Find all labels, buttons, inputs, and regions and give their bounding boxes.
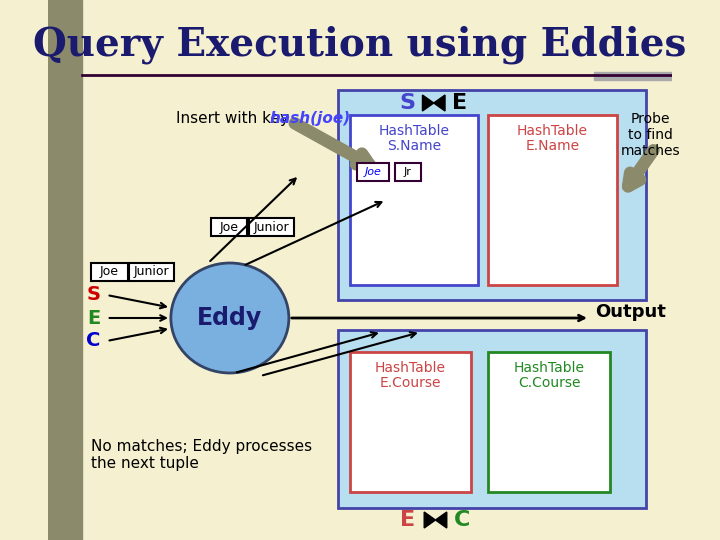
Bar xyxy=(211,218,247,236)
Text: Junior: Junior xyxy=(134,266,170,279)
Text: Jr: Jr xyxy=(404,167,412,177)
Text: hash(joe): hash(joe) xyxy=(270,111,351,125)
Text: HashTable: HashTable xyxy=(513,361,585,375)
Text: Joe: Joe xyxy=(220,220,238,233)
Text: Query Execution using Eddies: Query Execution using Eddies xyxy=(33,26,687,64)
Text: Joe: Joe xyxy=(364,167,382,177)
Polygon shape xyxy=(423,95,433,111)
Bar xyxy=(249,218,294,236)
Text: Junior: Junior xyxy=(253,220,289,233)
Text: E.Name: E.Name xyxy=(526,139,580,153)
Polygon shape xyxy=(436,512,446,528)
Text: S.Name: S.Name xyxy=(387,139,441,153)
Polygon shape xyxy=(433,95,445,111)
Text: No matches; Eddy processes
the next tuple: No matches; Eddy processes the next tupl… xyxy=(91,439,312,471)
Bar xyxy=(91,263,127,281)
Bar xyxy=(395,163,420,181)
Text: C: C xyxy=(86,332,101,350)
Text: S: S xyxy=(86,286,101,305)
Text: E: E xyxy=(400,510,415,530)
Text: C: C xyxy=(454,510,471,530)
Text: S: S xyxy=(400,93,415,113)
Bar xyxy=(48,0,82,540)
Text: Insert with key: Insert with key xyxy=(176,111,294,125)
Bar xyxy=(488,352,610,492)
Bar xyxy=(338,90,647,300)
Text: HashTable: HashTable xyxy=(375,361,446,375)
Text: E: E xyxy=(87,308,100,327)
Text: Eddy: Eddy xyxy=(197,306,263,330)
Text: E: E xyxy=(452,93,467,113)
Bar xyxy=(594,72,672,80)
Ellipse shape xyxy=(171,263,289,373)
Bar xyxy=(338,330,647,508)
Bar xyxy=(488,115,617,285)
Bar xyxy=(356,163,390,181)
Bar xyxy=(350,115,478,285)
Polygon shape xyxy=(424,512,436,528)
Text: HashTable: HashTable xyxy=(378,124,449,138)
Text: HashTable: HashTable xyxy=(517,124,588,138)
Text: Joe: Joe xyxy=(100,266,119,279)
Text: Output: Output xyxy=(595,303,666,321)
Bar xyxy=(350,352,471,492)
Text: E.Course: E.Course xyxy=(379,376,441,390)
Bar xyxy=(129,263,174,281)
Text: C.Course: C.Course xyxy=(518,376,580,390)
Text: Probe
to find
matches: Probe to find matches xyxy=(621,112,680,158)
